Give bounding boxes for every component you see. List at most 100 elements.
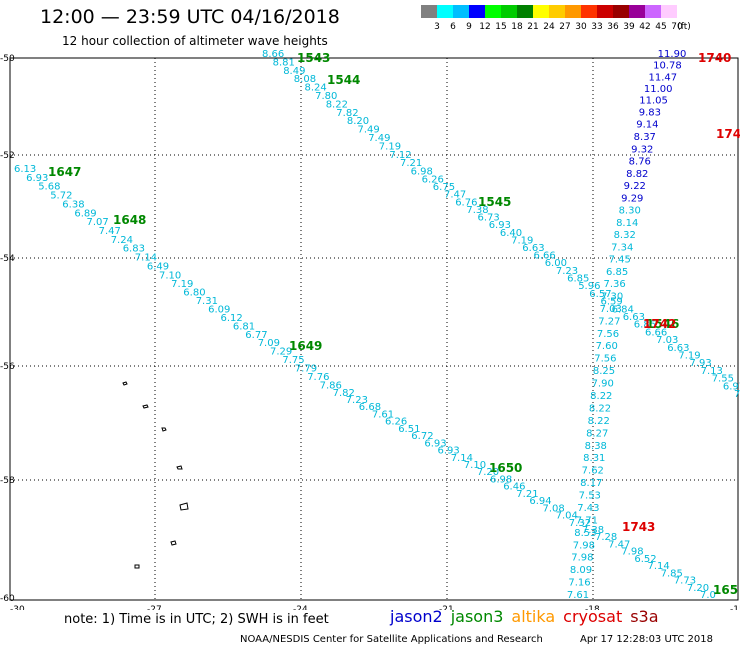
swh-value: 11.47 <box>648 72 677 83</box>
altimeter-map: -30 -27 -24 -21 -18 -15 -50 -52 -54 -56 -58 -60 8.6… <box>0 49 740 610</box>
swh-value: 7.03 <box>600 304 622 315</box>
swh-value: 6.98 <box>490 475 512 486</box>
scale-label: 15 <box>495 22 507 32</box>
swh-value: 7.12 <box>389 150 411 161</box>
swh-value: 7.28 <box>595 532 617 543</box>
scale-swatch <box>661 5 677 18</box>
satellite-legend-entry: jason3 <box>450 607 504 626</box>
axis-labels: -30 -27 -24 -21 -18 -15 -50 -52 -54 -56 -58 -60 <box>0 54 740 610</box>
lat-tick-label: -60 <box>0 594 15 604</box>
swh-value: 7.14 <box>135 253 157 264</box>
swh-value: 6.38 <box>62 199 84 210</box>
swh-value: 7.60 <box>596 341 618 352</box>
swh-value: 6.93 <box>26 173 48 184</box>
swh-value: 7.47 <box>444 190 466 201</box>
swh-value: 7.30 <box>601 292 623 303</box>
swh-value: 6.46 <box>503 482 525 493</box>
scale-swatch <box>581 5 597 18</box>
lon-tick-label: -24 <box>293 605 308 610</box>
time-label: 1648 <box>113 213 146 227</box>
swh-value: 9.22 <box>624 181 646 192</box>
timestamp: Apr 17 12:28:03 UTC 2018 <box>580 634 713 645</box>
swh-value: 7.49 <box>368 133 390 144</box>
island-outline <box>179 502 189 511</box>
swh-value: 8.17 <box>580 478 602 489</box>
island-outline <box>122 381 128 386</box>
swh-value: 5.72 <box>50 191 72 202</box>
lat-tick-label: -58 <box>0 476 15 486</box>
scale-swatch <box>629 5 645 18</box>
swh-value: 7.20 <box>477 467 499 478</box>
islands <box>122 381 189 569</box>
swh-value: 8.81 <box>273 57 295 68</box>
swh-value: 7.90 <box>592 379 614 390</box>
swh-value: 6.72 <box>411 431 433 442</box>
time-label: 1650 <box>489 461 522 475</box>
swh-value: 7.80 <box>315 91 337 102</box>
scale-label: 42 <box>639 22 651 32</box>
scale-label: 3 <box>434 22 440 32</box>
swh-value: 8.30 <box>619 206 641 217</box>
island-outline <box>170 540 177 546</box>
scale-swatch <box>485 5 501 18</box>
swh-value: 8.27 <box>586 428 608 439</box>
scale-swatch <box>549 5 565 18</box>
swh-value: 6.73 <box>478 213 500 224</box>
time-label: 1649 <box>289 339 322 353</box>
swh-value: 6.81 <box>233 321 255 332</box>
swh-value: 7.61 <box>567 590 589 601</box>
swh-value: 10.78 <box>653 61 682 72</box>
swh-value: 7.71 <box>576 515 598 526</box>
lat-tick-label: -52 <box>0 151 15 161</box>
swh-value: 7.53 <box>579 491 601 502</box>
swh-value: 8.24 <box>305 83 327 94</box>
swh-value: 7.98 <box>621 547 643 558</box>
swh-value: 6.89 <box>74 208 96 219</box>
swh-value: 7.47 <box>99 226 121 237</box>
swh-value: 7.23 <box>556 266 578 277</box>
scale-swatch <box>501 5 517 18</box>
scale-swatch <box>597 5 613 18</box>
swh-value: 6.84 <box>612 304 634 315</box>
graticule <box>10 58 738 600</box>
swh-value: 6.63 <box>623 312 645 323</box>
swh-value: 7.32 <box>569 518 591 529</box>
swh-value: 11.90 <box>658 49 687 60</box>
swh-value: 7.27 <box>598 316 620 327</box>
swh-value: 8.22 <box>590 391 612 402</box>
swh-value: 6.40 <box>500 228 522 239</box>
scale-label: 33 <box>591 22 603 32</box>
swh-value: 8.31 <box>583 453 605 464</box>
swh-value: 7.10 <box>464 460 486 471</box>
swh-value: 6.93 <box>438 446 460 457</box>
swh-value: 7.10 <box>159 270 181 281</box>
swh-value: 7.21 <box>516 489 538 500</box>
lon-tick-label: -15 <box>730 605 740 610</box>
swh-value: 8.49 <box>283 66 305 77</box>
swh-value: 7.31 <box>196 296 218 307</box>
swh-value: 6.26 <box>385 417 407 428</box>
swh-value: 7.93 <box>690 358 712 369</box>
time-label: 1543 <box>297 51 330 65</box>
scale-label: 30 <box>575 22 587 32</box>
swh-value: 7.98 <box>573 540 595 551</box>
swh-value: 11.00 <box>644 84 673 95</box>
swh-value: 8.37 <box>634 132 656 143</box>
swh-value: 7.61 <box>372 410 394 421</box>
swh-value: 7.55 <box>712 374 734 385</box>
lon-tick-label: -18 <box>585 605 600 610</box>
swh-value: 7.82 <box>333 388 355 399</box>
swh-value: 7.14 <box>451 453 473 464</box>
satellite-legend-entry: cryosat <box>563 607 623 626</box>
swh-value: 7.43 <box>577 503 599 514</box>
time-label: 1546 <box>646 317 679 331</box>
swh-value: 7.85 <box>661 568 683 579</box>
swh-value: 6.49 <box>147 261 169 272</box>
scale-swatch <box>565 5 581 18</box>
scale-swatch <box>613 5 629 18</box>
swh-value: 8.25 <box>593 366 615 377</box>
island-outline <box>134 564 140 569</box>
swh-value: 6.13 <box>14 164 36 175</box>
swh-value: 7.38 <box>466 205 488 216</box>
scale-label: 12 <box>479 22 491 32</box>
